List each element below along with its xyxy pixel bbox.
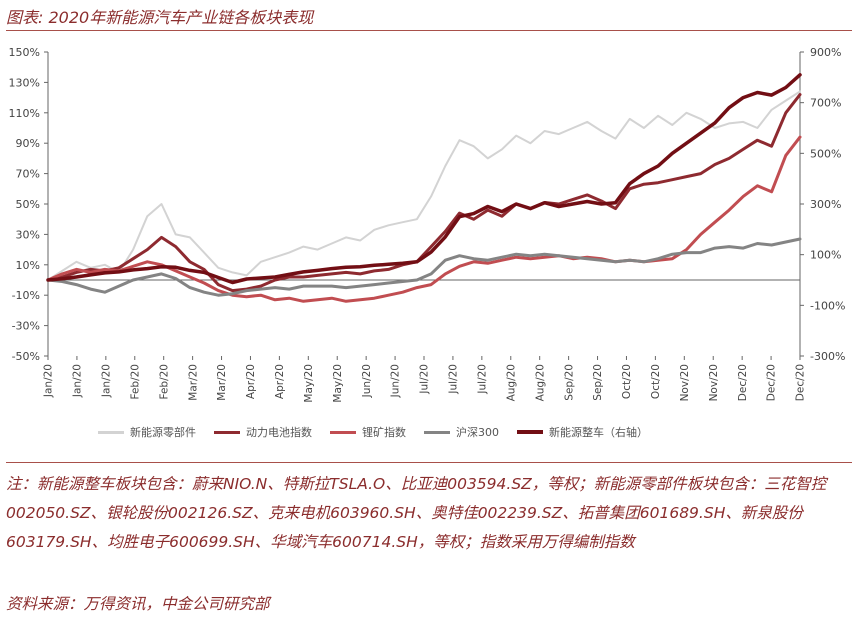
series-line-2 xyxy=(46,135,802,303)
series-line-4 xyxy=(46,73,802,285)
series-line-3 xyxy=(46,237,802,297)
left-tick-label: 90% xyxy=(16,137,40,150)
legend-swatch xyxy=(98,430,124,434)
x-tick-label: Jun/20 xyxy=(361,364,373,398)
right-tick-label: 300% xyxy=(810,198,841,211)
legend-item-3: 沪深300 xyxy=(424,424,499,440)
left-tick-label: 70% xyxy=(16,168,40,181)
x-tick-label: Jul/20 xyxy=(477,364,489,395)
x-tick-label: Apr/20 xyxy=(245,364,257,399)
x-tick-label: Apr/20 xyxy=(274,364,286,399)
x-tick-label: Mar/20 xyxy=(216,364,228,401)
legend-label: 动力电池指数 xyxy=(246,426,312,439)
left-tick-label: 30% xyxy=(16,228,40,241)
x-tick-label: Dec/20 xyxy=(766,364,778,401)
legend-label: 沪深300 xyxy=(456,426,499,439)
x-axis: Jan/20 Jan/20 Jan/20 Feb/20 Feb/20 Mar/20 Mar/… xyxy=(43,279,807,403)
left-tick-label: -50% xyxy=(12,350,40,363)
x-tick-label: Mar/20 xyxy=(187,364,199,401)
title-divider xyxy=(6,30,852,31)
left-axis: -50% -30% -10% 10% 30% 50% 70% 90% 110% 130% 150% xyxy=(9,46,49,363)
legend-swatch xyxy=(517,430,543,434)
right-tick-label: -100% xyxy=(810,299,845,312)
chart-legend: 新能源零部件 动力电池指数 锂矿指数 沪深300 新能源整车（右轴） xyxy=(98,424,648,440)
left-tick-label: 150% xyxy=(9,46,40,59)
x-tick-label: Dec/20 xyxy=(795,364,807,401)
x-tick-label: Jan/20 xyxy=(72,364,84,398)
left-tick-label: 10% xyxy=(16,259,40,272)
x-tick-label: Aug/20 xyxy=(534,364,546,401)
chart-source: 资料来源：万得资讯，中金公司研究部 xyxy=(6,595,270,613)
series-lines xyxy=(46,73,802,303)
x-tick-label: Nov/20 xyxy=(708,364,720,401)
left-tick-label: 130% xyxy=(9,76,40,89)
x-tick-label: May/20 xyxy=(332,364,344,403)
chart-title: 图表: 2020年新能源汽车产业链各板块表现 xyxy=(6,8,314,27)
x-tick-label: Oct/20 xyxy=(621,364,633,399)
legend-label: 新能源整车（右轴） xyxy=(549,426,648,439)
left-tick-label: -30% xyxy=(12,320,40,333)
x-tick-label: Dec/20 xyxy=(737,364,749,401)
x-tick-label: Aug/20 xyxy=(505,364,517,401)
x-tick-label: Feb/20 xyxy=(129,364,141,400)
x-tick-label: May/20 xyxy=(303,364,315,403)
x-tick-label: Jul/20 xyxy=(448,364,460,395)
right-tick-label: 700% xyxy=(810,97,841,110)
legend-swatch xyxy=(214,430,240,434)
left-tick-label: -10% xyxy=(12,289,40,302)
right-tick-label: 100% xyxy=(810,249,841,262)
legend-swatch xyxy=(424,430,450,434)
legend-item-2: 锂矿指数 xyxy=(330,424,406,440)
series-line-1 xyxy=(46,93,802,293)
line-chart: -50%-30%-10%10%30%50%70%90%110%130%150% … xyxy=(9,46,846,403)
x-tick-label: Sep/20 xyxy=(592,364,604,401)
left-tick-label: 110% xyxy=(9,107,40,120)
x-tick-label: Jun/20 xyxy=(390,364,402,398)
legend-item-1: 动力电池指数 xyxy=(214,424,312,440)
legend-label: 锂矿指数 xyxy=(362,426,406,439)
chart-note: 注：新能源整车板块包含：蔚来NIO.N、特斯拉TSLA.O、比亚迪003594.… xyxy=(6,475,827,551)
x-tick-label: Jan/20 xyxy=(101,364,113,398)
series-line-0 xyxy=(47,90,801,281)
right-tick-label: 900% xyxy=(810,46,841,59)
left-tick-label: 50% xyxy=(16,198,40,211)
x-tick-label: Sep/20 xyxy=(563,364,575,401)
legend-swatch xyxy=(330,430,356,434)
legend-item-4: 新能源整车（右轴） xyxy=(517,424,648,440)
legend-item-0: 新能源零部件 xyxy=(98,424,196,440)
x-tick-label: Jul/20 xyxy=(419,364,431,395)
x-tick-label: Nov/20 xyxy=(679,364,691,401)
right-tick-label: 500% xyxy=(810,147,841,160)
x-tick-label: Jan/20 xyxy=(43,364,55,398)
x-tick-label: Feb/20 xyxy=(158,364,170,400)
footer-divider xyxy=(6,462,852,463)
legend-label: 新能源零部件 xyxy=(130,426,196,439)
x-tick-label: Oct/20 xyxy=(650,364,662,399)
right-axis: -300% -100% 100% 300% 500% 700% 900% xyxy=(799,46,845,363)
right-tick-label: -300% xyxy=(810,350,845,363)
